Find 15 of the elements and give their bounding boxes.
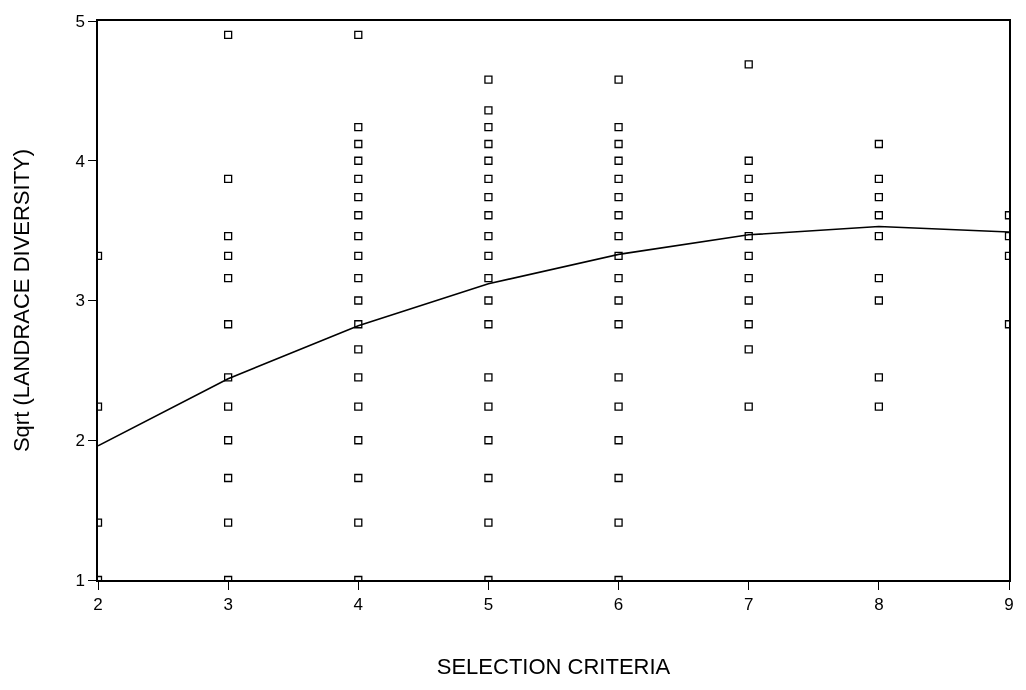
- x-tick-label: 8: [874, 595, 884, 615]
- x-tick-label: 4: [353, 595, 364, 615]
- x-tick-label: 3: [223, 595, 233, 615]
- y-tick-label: 2: [75, 431, 85, 451]
- x-tick-label: 2: [93, 595, 103, 615]
- x-axis-title: SELECTION CRITERIA: [436, 653, 671, 679]
- y-tick-label: 5: [75, 11, 85, 31]
- y-axis-title: Sqrt (LANDRACE DIVERSITY): [8, 148, 34, 453]
- y-tick-label: 4: [75, 151, 85, 171]
- x-tick-label: 7: [743, 595, 754, 615]
- x-tick-label: 9: [1004, 595, 1014, 615]
- x-tick-label: 6: [613, 595, 624, 615]
- y-tick-label: 3: [75, 291, 85, 311]
- y-tick-label: 1: [75, 570, 85, 590]
- x-tick-label: 5: [483, 595, 494, 615]
